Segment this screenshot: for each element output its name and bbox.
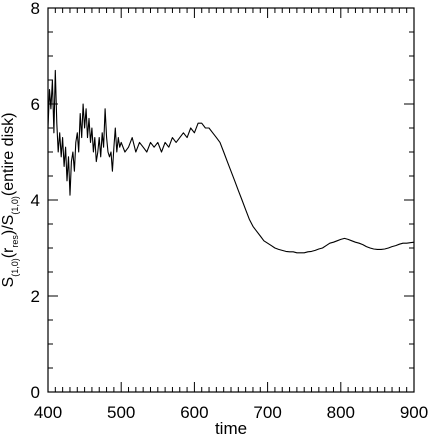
axis-ticks xyxy=(47,7,415,393)
x-axis-label: time xyxy=(215,419,247,436)
y-tick-label: 6 xyxy=(31,95,40,114)
plot-frame xyxy=(47,7,415,393)
x-tick-label: 400 xyxy=(34,403,62,422)
y-tick-label: 4 xyxy=(31,191,40,210)
x-tick-label: 600 xyxy=(180,403,208,422)
x-tick-label: 500 xyxy=(107,403,135,422)
y-axis-label: S(1,0)(rres)/S(1,0)(entire disk) xyxy=(0,113,20,288)
series-line xyxy=(47,69,415,254)
y-tick-label: 2 xyxy=(31,287,40,306)
x-tick-label: 700 xyxy=(253,403,281,422)
y-tick-label: 8 xyxy=(31,0,40,18)
x-tick-label: 900 xyxy=(400,403,428,422)
axis-tick-labels: 400 500 600 700 800 900 0 2 4 6 8 xyxy=(31,0,429,422)
y-tick-label: 0 xyxy=(31,383,40,402)
x-tick-label: 800 xyxy=(327,403,355,422)
